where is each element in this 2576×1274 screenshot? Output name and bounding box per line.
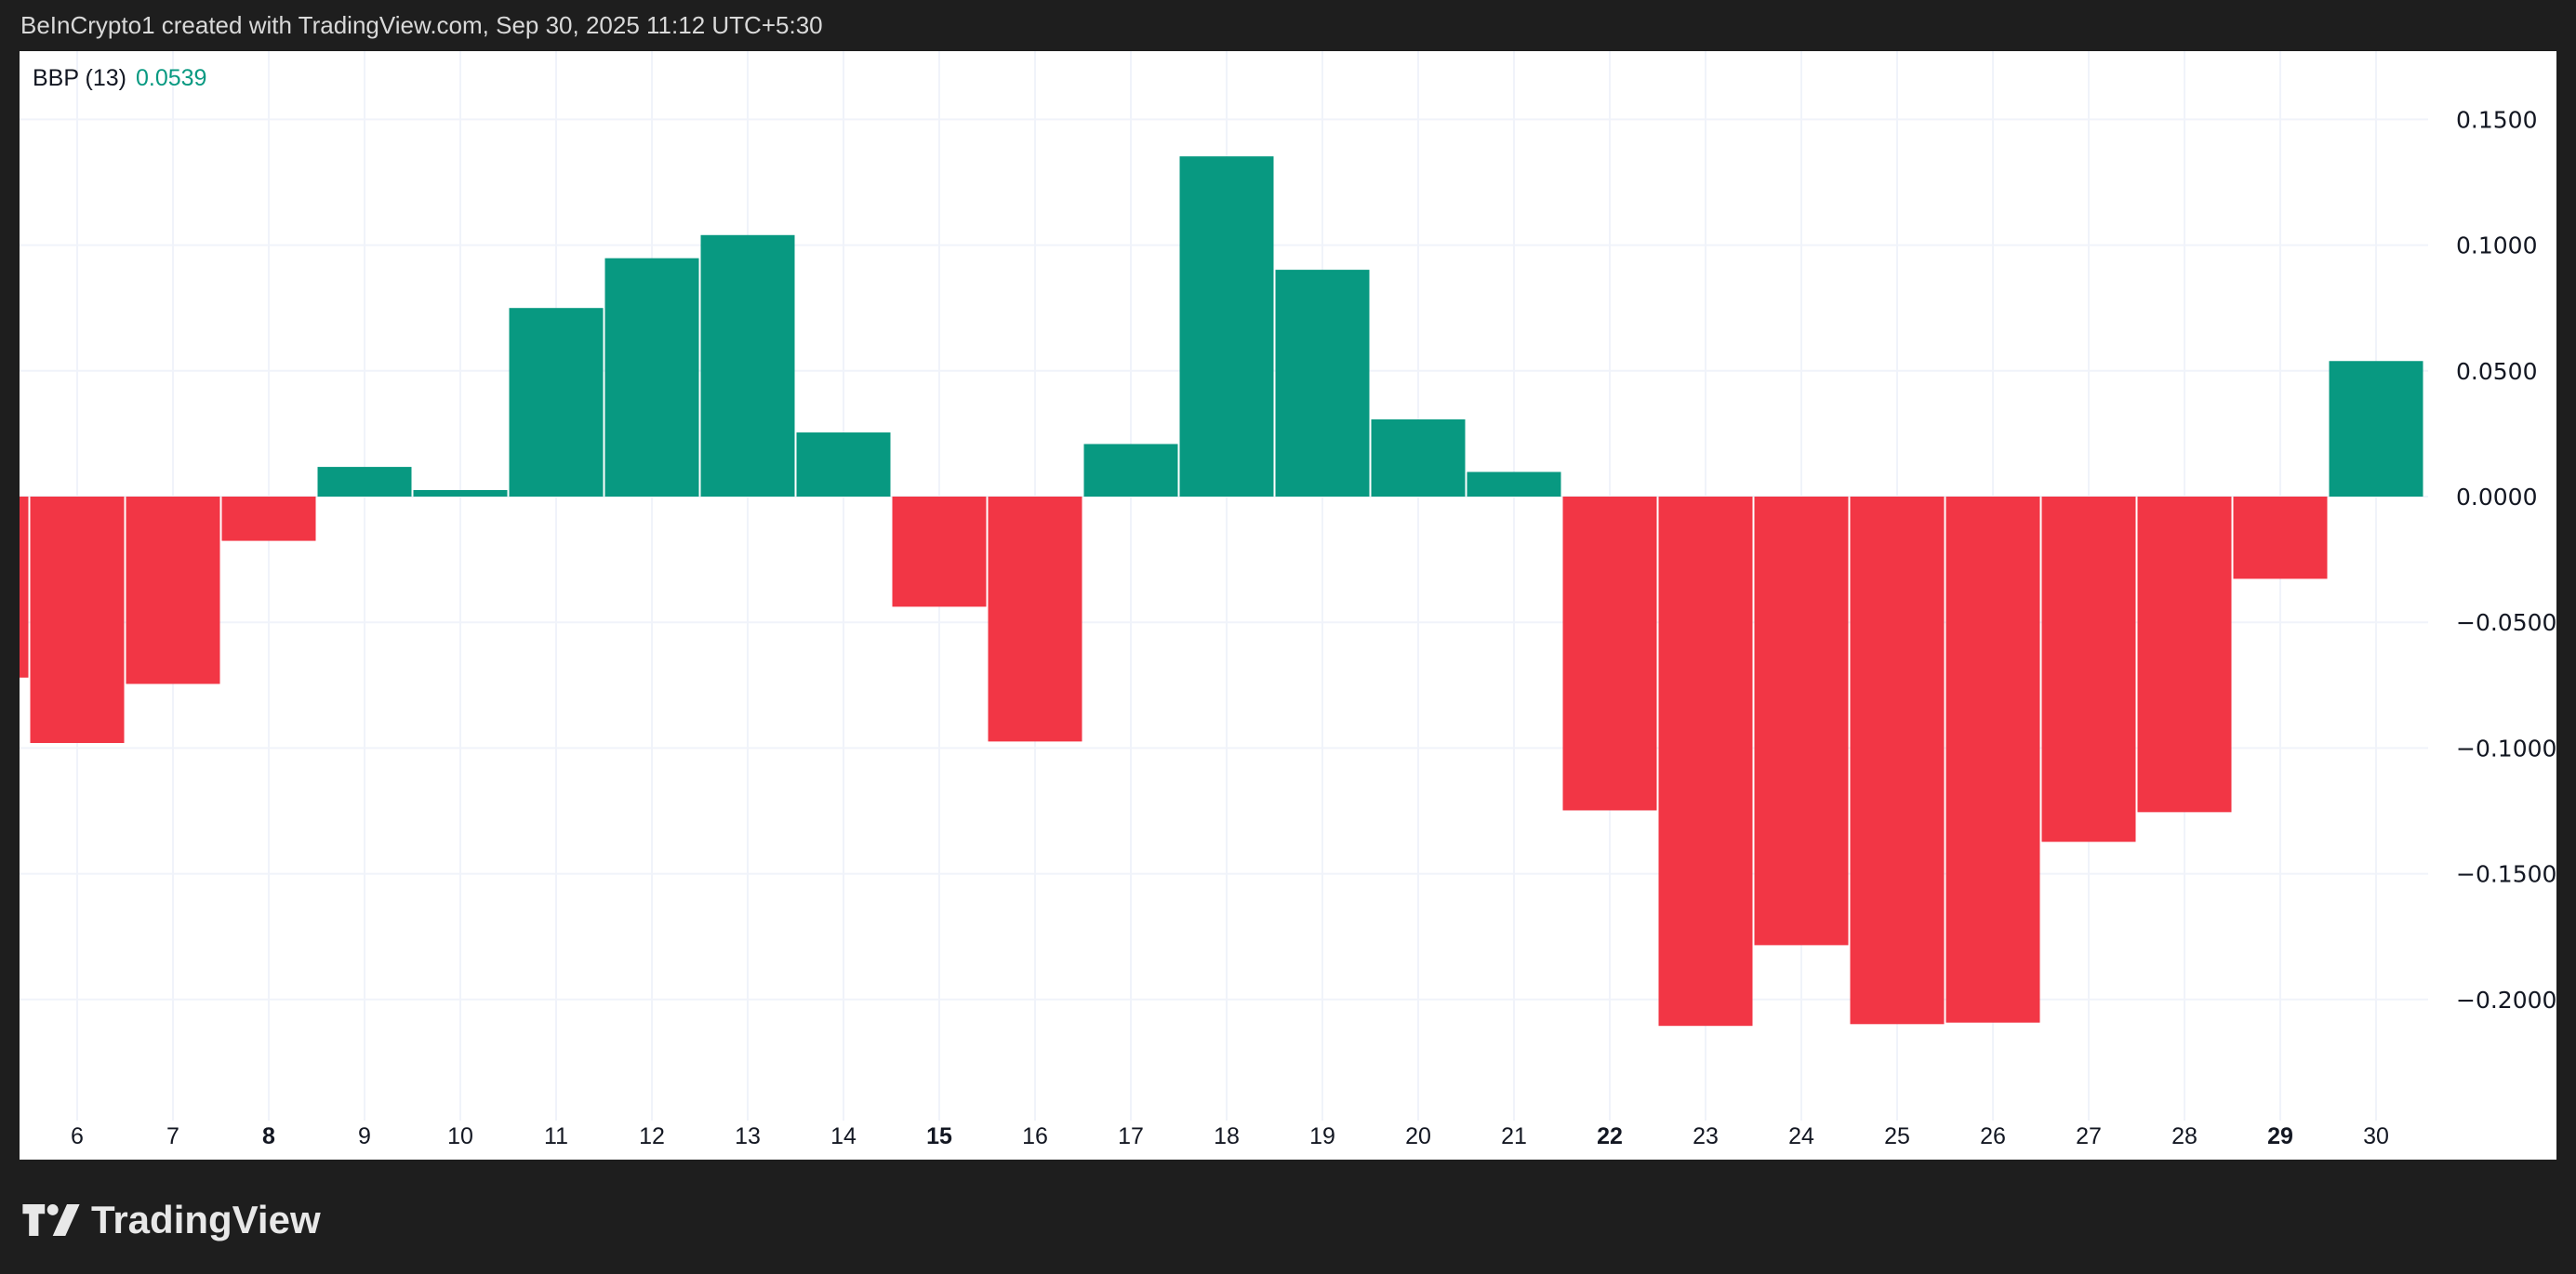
chart-credit: BeInCrypto1 created with TradingView.com…	[20, 11, 823, 39]
bar-day-24[interactable]	[1754, 497, 1849, 946]
indicator-value: 0.0539	[135, 65, 207, 91]
y-tick-label: −0.1500	[2456, 861, 2556, 888]
bar-day-18[interactable]	[1179, 156, 1274, 497]
x-tick-label: 29	[2267, 1123, 2293, 1149]
bar-day-10[interactable]	[413, 489, 508, 497]
x-tick-label: 12	[639, 1123, 665, 1149]
x-tick-label: 18	[1214, 1123, 1240, 1149]
x-tick-label: 17	[1118, 1123, 1144, 1149]
x-tick-label: 19	[1309, 1123, 1335, 1149]
bar-day-17[interactable]	[1083, 444, 1178, 497]
bar-day-19[interactable]	[1275, 270, 1370, 497]
bar-day-15[interactable]	[892, 497, 987, 607]
indicator-name: BBP (13)	[33, 65, 126, 91]
bar-day-23[interactable]	[1658, 497, 1753, 1027]
y-tick-label: 0.1000	[2456, 232, 2537, 259]
bbp-histogram-chart[interactable]: 0.1500 0.1000 0.0500 0.0000 −0.0500 −0.1000 −0…	[20, 51, 2556, 1160]
x-tick-label: 14	[830, 1123, 856, 1149]
footer-brand: TradingView	[22, 1198, 321, 1242]
bar-day-12[interactable]	[604, 258, 699, 497]
bar-day-21[interactable]	[1467, 471, 1561, 497]
bar-day-7[interactable]	[126, 497, 220, 684]
bar-day-30[interactable]	[2329, 361, 2423, 497]
y-tick-label: 0.0500	[2456, 358, 2537, 385]
bar-day-14[interactable]	[796, 432, 891, 497]
x-tick-label: 23	[1693, 1123, 1719, 1149]
bar-day-27[interactable]	[2041, 497, 2136, 843]
x-tick-label: 30	[2363, 1123, 2389, 1149]
x-tick-label: 7	[166, 1123, 179, 1149]
bar-day-11[interactable]	[509, 308, 604, 497]
x-tick-label: 16	[1022, 1123, 1048, 1149]
x-tick-label: 21	[1501, 1123, 1527, 1149]
x-tick-label: 22	[1597, 1123, 1623, 1149]
bar-day-29[interactable]	[2233, 497, 2328, 579]
x-tick-label: 24	[1788, 1123, 1814, 1149]
y-tick-label: −0.2000	[2456, 987, 2556, 1014]
bar-day-13[interactable]	[700, 234, 795, 497]
x-tick-label: 27	[2076, 1123, 2102, 1149]
bar-day-16[interactable]	[988, 497, 1082, 742]
x-tick-label: 6	[71, 1123, 84, 1149]
bar-day-28[interactable]	[2137, 497, 2232, 813]
bar-day-8[interactable]	[221, 497, 316, 541]
brand-name: TradingView	[91, 1198, 321, 1241]
x-tick-label: 20	[1405, 1123, 1431, 1149]
x-tick-label: 25	[1884, 1123, 1910, 1149]
bar-day-26[interactable]	[1945, 497, 2040, 1023]
bar-day-6[interactable]	[30, 497, 125, 743]
indicator-legend: BBP (13) 0.0539	[33, 65, 206, 92]
x-tick-label: 26	[1980, 1123, 2006, 1149]
chart-panel[interactable]: 0.1500 0.1000 0.0500 0.0000 −0.0500 −0.1000 −0…	[20, 51, 2556, 1160]
bar-day-9[interactable]	[317, 467, 412, 497]
bar-day-20[interactable]	[1371, 418, 1466, 497]
x-tick-label: 28	[2171, 1123, 2198, 1149]
x-tick-label: 8	[262, 1123, 275, 1149]
tradingview-logo-icon	[22, 1204, 80, 1236]
bar-day-25[interactable]	[1850, 497, 1945, 1025]
bar-day-22[interactable]	[1562, 497, 1657, 811]
y-tick-label: −0.0500	[2456, 609, 2556, 636]
y-tick-label: 0.0000	[2456, 484, 2537, 511]
y-tick-label: −0.1000	[2456, 735, 2556, 762]
x-tick-label: 15	[926, 1123, 952, 1149]
x-tick-label: 10	[447, 1123, 473, 1149]
x-tick-label: 11	[544, 1123, 568, 1149]
bar-day-5[interactable]	[20, 497, 29, 678]
y-tick-label: 0.1500	[2456, 106, 2537, 133]
x-tick-label: 9	[358, 1123, 371, 1149]
x-tick-label: 13	[735, 1123, 761, 1149]
